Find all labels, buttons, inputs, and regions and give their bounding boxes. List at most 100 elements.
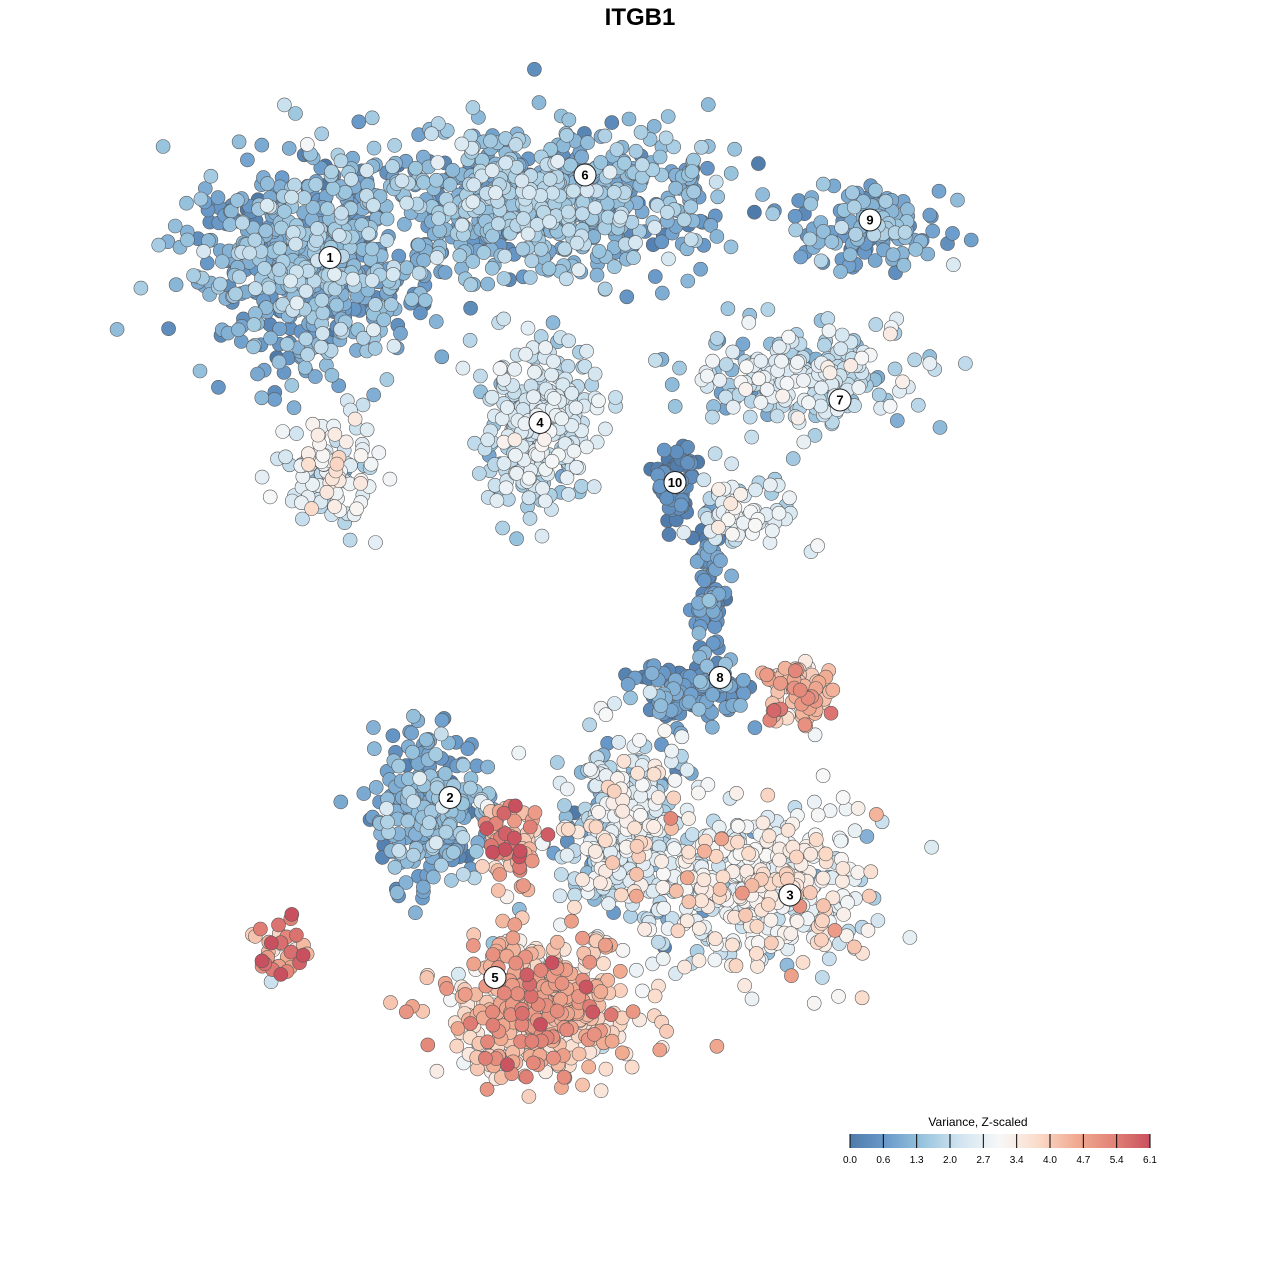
cell-point: [415, 879, 431, 895]
cell-point: [815, 913, 830, 929]
cell-point: [700, 777, 716, 792]
cell-point: [509, 531, 524, 547]
cell-point: [816, 898, 831, 914]
cell-point: [655, 951, 671, 966]
cell-point: [196, 244, 211, 259]
cell-point: [781, 329, 797, 345]
cell-point: [231, 134, 247, 150]
cell-point: [554, 411, 570, 427]
cell-point: [616, 155, 632, 171]
cell-point: [789, 849, 804, 865]
cell-point: [707, 446, 723, 462]
cell-point: [480, 432, 496, 448]
cell-point: [727, 141, 742, 157]
cluster-labels-layer: 1 2 3 4 5 6 7 8 9 10: [318, 163, 882, 989]
cell-point: [684, 164, 700, 179]
cell-point: [569, 235, 585, 251]
cell-point: [747, 204, 762, 220]
cell-point: [379, 372, 395, 387]
cell-point: [479, 821, 495, 836]
cell-point: [779, 376, 795, 391]
cell-point: [788, 222, 804, 238]
cell-point: [810, 807, 826, 823]
cluster-label-text: 4: [536, 415, 544, 430]
cell-point: [283, 273, 298, 289]
cell-point: [761, 828, 777, 844]
cell-point: [546, 354, 561, 369]
cluster-label-text: 10: [668, 475, 682, 490]
cell-point: [568, 400, 584, 416]
cell-point: [295, 511, 310, 527]
cell-point: [787, 663, 803, 679]
cell-point: [353, 476, 368, 491]
cell-point: [496, 456, 512, 471]
cell-point: [455, 830, 471, 845]
cell-point: [598, 421, 613, 437]
cell-point: [802, 885, 818, 900]
cell-point: [515, 241, 531, 257]
cell-point: [296, 190, 312, 205]
cell-point: [647, 220, 663, 235]
cell-point: [571, 1046, 587, 1062]
cell-point: [821, 951, 837, 967]
cell-point: [801, 395, 816, 411]
cell-point: [476, 245, 492, 260]
cell-point: [286, 400, 302, 416]
cell-point: [815, 768, 831, 784]
cell-point: [564, 386, 580, 401]
cell-point: [807, 428, 823, 443]
cell-point: [359, 163, 375, 178]
cell-point: [338, 434, 354, 450]
cell-point: [603, 1007, 619, 1023]
cell-point: [133, 280, 149, 296]
cell-point: [771, 505, 787, 521]
cell-point: [598, 707, 614, 723]
cell-point: [406, 708, 421, 724]
cluster-label-5: 5: [483, 966, 507, 989]
cell-point: [656, 442, 672, 458]
colorbar-tick-label: 4.0: [1043, 1155, 1057, 1166]
cell-point: [271, 354, 287, 370]
cell-point: [301, 457, 316, 472]
cell-point: [288, 106, 303, 121]
cell-point: [772, 852, 787, 868]
cell-point: [308, 177, 324, 192]
cell-point: [854, 990, 870, 1006]
cell-point: [744, 878, 760, 893]
cell-point: [259, 198, 275, 213]
cell-point: [228, 286, 243, 302]
cell-point: [851, 380, 867, 395]
cell-point: [391, 843, 407, 858]
cell-point: [836, 907, 851, 922]
cell-point: [571, 262, 587, 278]
cell-point: [546, 391, 562, 406]
cell-point: [634, 157, 650, 172]
cell-point: [485, 1004, 500, 1020]
cell-point: [693, 261, 708, 277]
cell-point: [272, 240, 288, 256]
cell-point: [846, 939, 862, 955]
cell-point: [263, 330, 278, 346]
cell-point: [653, 698, 669, 714]
cell-point: [394, 173, 410, 189]
cell-point: [480, 759, 496, 775]
cell-point: [289, 927, 304, 943]
cell-point: [744, 991, 760, 1007]
cell-point: [723, 239, 739, 255]
cell-point: [699, 658, 715, 674]
cell-point: [284, 189, 299, 205]
cell-point: [683, 232, 699, 247]
cell-point: [696, 872, 712, 888]
cell-point: [575, 930, 590, 946]
cell-point: [549, 1003, 565, 1019]
cell-point: [359, 422, 375, 438]
cell-point: [868, 182, 883, 198]
cluster-label-10: 10: [663, 471, 687, 494]
cell-point: [500, 1057, 515, 1072]
cell-point: [658, 130, 674, 146]
cell-point: [366, 140, 382, 156]
cell-point: [723, 496, 739, 511]
cell-point: [725, 344, 741, 360]
cell-point: [451, 966, 466, 982]
legend-title: Variance, Z-scaled: [928, 1115, 1027, 1129]
